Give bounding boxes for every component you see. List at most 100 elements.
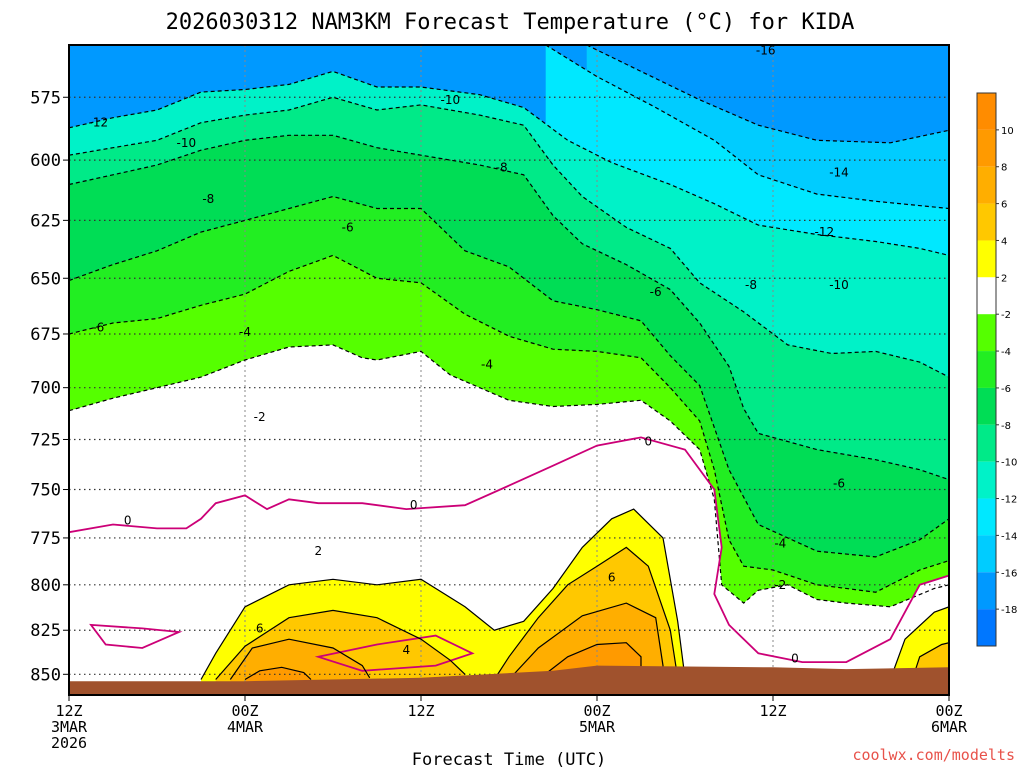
contour-label-20: 0: [410, 498, 418, 512]
chart-title: 2026030312 NAM3KM Forecast Temperature (…: [166, 10, 855, 35]
isotherm--10-3: [69, 96, 949, 378]
contour-label-11: -6: [342, 220, 354, 234]
contour-label-17: -2: [254, 410, 266, 424]
isotherm-0-10: [314, 634, 475, 672]
colorbar-bin-1: [977, 129, 996, 167]
y-tick-label-700: 700: [30, 379, 61, 399]
colorbar-label-2: 6: [1001, 200, 1007, 211]
colorbar-label-8: -8: [1001, 421, 1011, 432]
isotherm-6-17: [508, 602, 664, 680]
contour-label-6: -10: [829, 278, 849, 292]
colorbar-bin-7: [977, 351, 996, 388]
contour-label-23: 2: [315, 544, 323, 558]
contour-label-15: -4: [481, 357, 493, 371]
contour-label-8: -8: [496, 160, 508, 174]
isotherm--4-6: [69, 254, 949, 593]
contour-label-22: 0: [791, 652, 799, 666]
contour-labels: -16 -14 -12 -12 -10 -10 -10 -8 -8 -8 -6 -6 -6 -6 -4 -4 -…: [89, 43, 849, 666]
y-tick-label-625: 625: [30, 211, 61, 231]
contour-label-2: -12: [89, 116, 109, 130]
colorbar-bin-14: [977, 609, 996, 646]
contour-label-3: -12: [815, 225, 835, 239]
y-tick-label-825: 825: [30, 621, 61, 641]
contour-label-14: -4: [239, 325, 251, 339]
colorbar-label-12: -16: [1001, 568, 1017, 579]
x-tick-label-12-0: 00Z: [231, 702, 258, 720]
contour-label-18: -2: [774, 578, 786, 592]
y-tick-label-850: 850: [30, 665, 61, 685]
colorbar-bin-2: [977, 166, 996, 204]
colorbar-label-13: -18: [1001, 605, 1017, 616]
plot-area: [69, 45, 949, 695]
colorbar-bin-3: [977, 203, 996, 241]
contour-label-25: 6: [256, 621, 264, 635]
isotherm-0-9: [89, 623, 183, 649]
colorbar-label-3: 4: [1001, 236, 1007, 247]
isotherm--14-1: [545, 45, 949, 210]
contour-label-10: -6: [92, 320, 104, 334]
isotherm-6-16: [229, 638, 371, 680]
isotherm-2-11: [200, 508, 686, 680]
x-tick-label-24-0: 12Z: [407, 702, 434, 720]
contour-label-4: -10: [177, 136, 197, 150]
colorbar-label-9: -10: [1001, 458, 1017, 469]
contour-label-7: -8: [202, 192, 214, 206]
colorbar-bin-10: [977, 461, 996, 499]
y-tick-label-725: 725: [30, 430, 61, 450]
colorbar-label-11: -14: [1001, 531, 1017, 542]
colorbar-bin-0: [977, 93, 996, 130]
colorbar-bin-12: [977, 535, 996, 573]
x-tick-label-12-1: 4MAR: [227, 718, 264, 736]
contour-label-26: 6: [608, 570, 616, 584]
ground-terrain: [69, 665, 949, 695]
colorbar-bin-6: [977, 314, 996, 352]
isotherm-4-13: [215, 609, 466, 680]
colorbar-label-1: 8: [1001, 163, 1007, 174]
colorbar-bin-13: [977, 572, 996, 610]
isotherm--6-5: [69, 195, 949, 558]
x-tick-label-36-1: 5MAR: [579, 718, 616, 736]
y-tick-label-600: 600: [30, 151, 61, 171]
colorbar: 10 8 6 4 2 -2 -4 -6 -8 -10 -12 -14 -16 -18: [976, 92, 1017, 647]
contour-label-5: -10: [441, 93, 461, 107]
isotherm-0-8: [69, 436, 949, 663]
y-tick-label-650: 650: [30, 269, 61, 289]
contour-label-16: -4: [774, 537, 786, 551]
contour-label-1: -14: [829, 165, 849, 179]
contour-label-12: -6: [650, 285, 662, 299]
colorbar-label-6: -4: [1001, 347, 1011, 358]
contour-label-24: 4: [403, 643, 411, 657]
x-axis-label: Forecast Time (UTC): [412, 750, 606, 768]
plot-frame: [68, 44, 950, 696]
y-tick-label-675: 675: [30, 325, 61, 345]
colorbar-bin-11: [977, 498, 996, 536]
colorbar-bin-9: [977, 424, 996, 462]
colorbar-bin-4: [977, 240, 996, 278]
colorbar-label-7: -6: [1001, 384, 1011, 395]
x-tick-label-0-0: 12Z: [55, 702, 82, 720]
y-tick-label-750: 750: [30, 481, 61, 501]
isotherm--12-2: [69, 70, 949, 256]
contour-label-21: 0: [645, 435, 653, 449]
isotherm-8-19: [537, 642, 642, 680]
contour-label-0: -16: [756, 43, 776, 57]
isotherm--2-7: [69, 344, 949, 608]
contour-label-13: -6: [833, 477, 845, 491]
contour-label-19: 0: [124, 514, 132, 528]
axes: 57560062565067570072575077580082585012Z3…: [30, 88, 968, 752]
colorbar-frame: [976, 92, 997, 647]
y-tick-label-775: 775: [30, 529, 61, 549]
y-tick-label-575: 575: [30, 88, 61, 108]
colorbar-label-5: -2: [1001, 310, 1011, 321]
colorbar-label-0: 10: [1001, 126, 1014, 137]
isotherm-4-14: [493, 546, 679, 680]
x-tick-label-60-1: 6MAR: [931, 718, 968, 736]
x-tick-label-0-1: 3MAR: [51, 718, 88, 736]
isotherm--16-0: [586, 45, 949, 144]
y-tick-label-800: 800: [30, 576, 61, 596]
colorbar-bin-8: [977, 387, 996, 425]
x-tick-label-0-2: 2026: [51, 734, 87, 752]
x-tick-label-48-0: 12Z: [759, 702, 786, 720]
colorbar-bin-5: [977, 277, 996, 315]
